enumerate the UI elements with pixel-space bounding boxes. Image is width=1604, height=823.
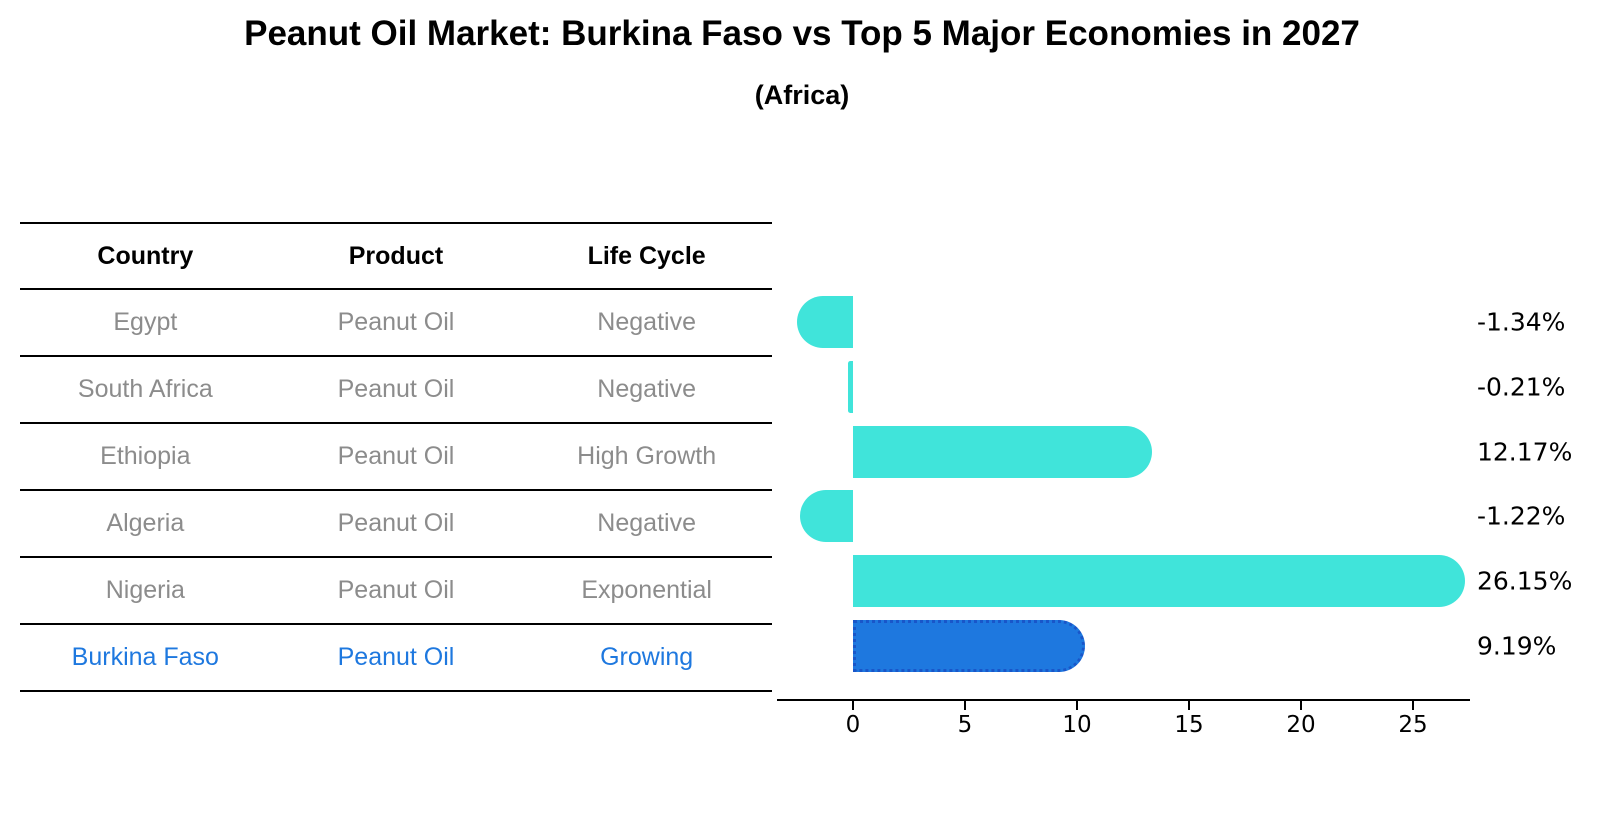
bar-burkina-faso: [853, 620, 1085, 672]
table-row: Ethiopia Peanut Oil High Growth: [20, 424, 772, 491]
bar-value-label: -1.34%: [1477, 307, 1566, 337]
cell-life-cycle: High Growth: [577, 442, 717, 470]
x-axis-tick-label: 15: [1174, 712, 1204, 738]
bar-value-label: -1.22%: [1477, 501, 1566, 531]
chart-title: Peanut Oil Market: Burkina Faso vs Top 5…: [244, 14, 1360, 53]
bar-value-label: -0.21%: [1477, 372, 1566, 402]
bar-ethiopia: [853, 425, 1152, 478]
table-row: Egypt Peanut Oil Negative: [20, 290, 772, 357]
cell-product: Peanut Oil: [337, 643, 455, 671]
x-axis-tick-label: 20: [1286, 712, 1316, 738]
bar-algeria: [799, 490, 853, 543]
x-axis-tick-label: 0: [845, 712, 861, 738]
cell-life-cycle: Growing: [600, 643, 694, 671]
bar-value-label: 12.17%: [1477, 437, 1573, 467]
chart-subtitle: (Africa): [754, 80, 850, 110]
bar-value-label: 9.19%: [1477, 631, 1557, 661]
x-axis-tick: [1076, 701, 1078, 710]
country-table: Country Product Life Cycle Egypt Peanut …: [20, 222, 772, 692]
table-row: South Africa Peanut Oil Negative: [20, 357, 772, 424]
x-axis-tick-label: 5: [957, 712, 973, 738]
cell-life-cycle: Negative: [597, 375, 696, 403]
column-header-product: Product: [348, 241, 444, 270]
x-axis-tick: [1300, 701, 1302, 710]
table-row: Nigeria Peanut Oil Exponential: [20, 558, 772, 625]
cell-country: Egypt: [113, 308, 178, 336]
x-axis-tick: [1188, 701, 1190, 710]
bar-nigeria: [853, 555, 1465, 608]
cell-country: South Africa: [77, 375, 213, 403]
x-axis-tick-label: 25: [1398, 712, 1428, 738]
x-axis-line: [777, 699, 1470, 701]
table-header-row: Country Product Life Cycle: [20, 224, 772, 290]
x-axis-tick: [964, 701, 966, 710]
column-header-life-cycle: Life Cycle: [587, 241, 706, 270]
x-axis-tick: [1412, 701, 1414, 710]
table-row: Algeria Peanut Oil Negative: [20, 491, 772, 558]
x-axis-tick: [852, 701, 854, 710]
x-axis-tick-label: 10: [1062, 712, 1092, 738]
cell-life-cycle: Negative: [597, 308, 696, 336]
table-row-burkina-faso: Burkina Faso Peanut Oil Growing: [20, 625, 772, 692]
cell-product: Peanut Oil: [337, 442, 455, 470]
bar-value-label: 26.15%: [1477, 566, 1573, 596]
bar-south-africa: [848, 360, 853, 413]
cell-country: Ethiopia: [100, 442, 191, 470]
cell-product: Peanut Oil: [337, 308, 455, 336]
column-header-country: Country: [97, 241, 194, 270]
cell-country: Burkina Faso: [71, 643, 219, 671]
cell-country: Nigeria: [105, 576, 185, 604]
cell-life-cycle: Exponential: [581, 576, 712, 604]
cell-product: Peanut Oil: [337, 375, 455, 403]
bar-egypt: [796, 296, 853, 348]
cell-country: Algeria: [106, 509, 185, 537]
cell-life-cycle: Negative: [597, 509, 696, 537]
cell-product: Peanut Oil: [337, 576, 455, 604]
cell-product: Peanut Oil: [337, 509, 455, 537]
